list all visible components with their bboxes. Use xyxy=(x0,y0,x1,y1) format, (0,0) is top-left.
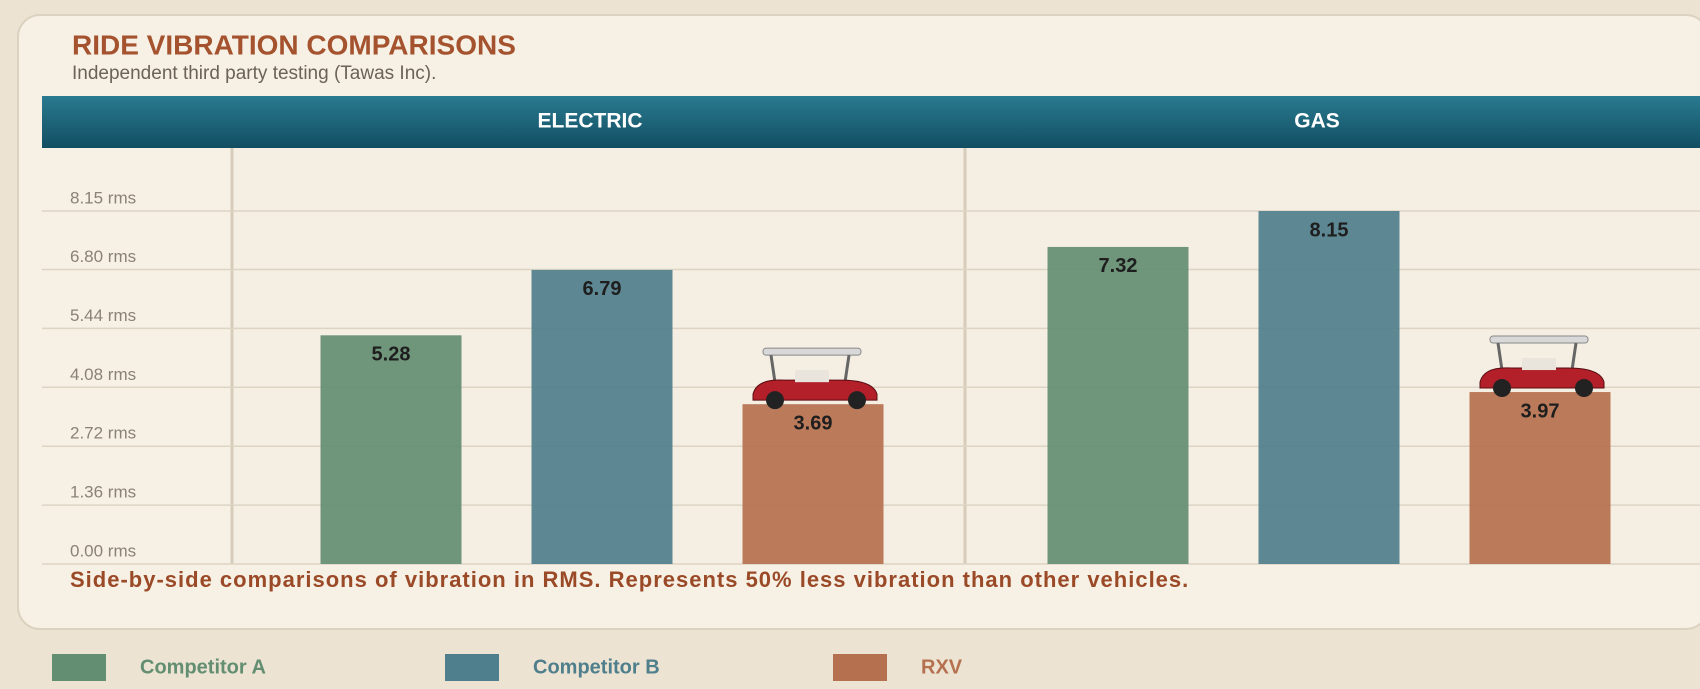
cart-roof xyxy=(1490,336,1588,343)
value-label: 7.32 xyxy=(1099,255,1138,277)
y-tick-label: 6.80 rms xyxy=(70,247,136,266)
legend-label: Competitor A xyxy=(140,656,266,678)
value-label: 5.28 xyxy=(372,344,411,366)
cart-wheel xyxy=(1493,379,1511,397)
bar xyxy=(1259,211,1400,564)
bar xyxy=(532,270,673,564)
cart-roof xyxy=(763,348,861,355)
y-tick-label: 0.00 rms xyxy=(70,541,136,560)
bar xyxy=(321,335,462,564)
cart-wheel xyxy=(1575,379,1593,397)
group-label: ELECTRIC xyxy=(538,110,643,133)
y-tick-label: 1.36 rms xyxy=(70,483,136,502)
value-label: 6.79 xyxy=(583,278,622,300)
legend-swatch xyxy=(445,654,499,681)
footnote: Side-by-side comparisons of vibration in… xyxy=(70,568,1550,592)
y-tick-label: 5.44 rms xyxy=(70,306,136,325)
y-tick-label: 8.15 rms xyxy=(70,188,136,207)
group-label: GAS xyxy=(1294,110,1340,133)
bar xyxy=(1048,247,1189,564)
y-tick-label: 4.08 rms xyxy=(70,365,136,384)
y-tick-label: 2.72 rms xyxy=(70,424,136,443)
value-label: 3.97 xyxy=(1521,400,1560,422)
header-band xyxy=(42,96,1700,148)
legend-swatch xyxy=(52,654,106,681)
cart-wheel xyxy=(848,391,866,409)
cart-seat xyxy=(795,370,829,382)
value-label: 8.15 xyxy=(1310,219,1349,241)
legend-label: Competitor B xyxy=(533,656,660,678)
value-label: 3.69 xyxy=(794,412,833,434)
legend-label: RXV xyxy=(921,656,963,678)
cart-seat xyxy=(1522,358,1556,370)
chart-subtitle: Independent third party testing (Tawas I… xyxy=(72,63,436,84)
cart-wheel xyxy=(766,391,784,409)
chart-title: RIDE VIBRATION COMPARISONS xyxy=(72,29,516,60)
page: RIDE VIBRATION COMPARISONS Independent t… xyxy=(0,0,1700,689)
legend-swatch xyxy=(833,654,887,681)
